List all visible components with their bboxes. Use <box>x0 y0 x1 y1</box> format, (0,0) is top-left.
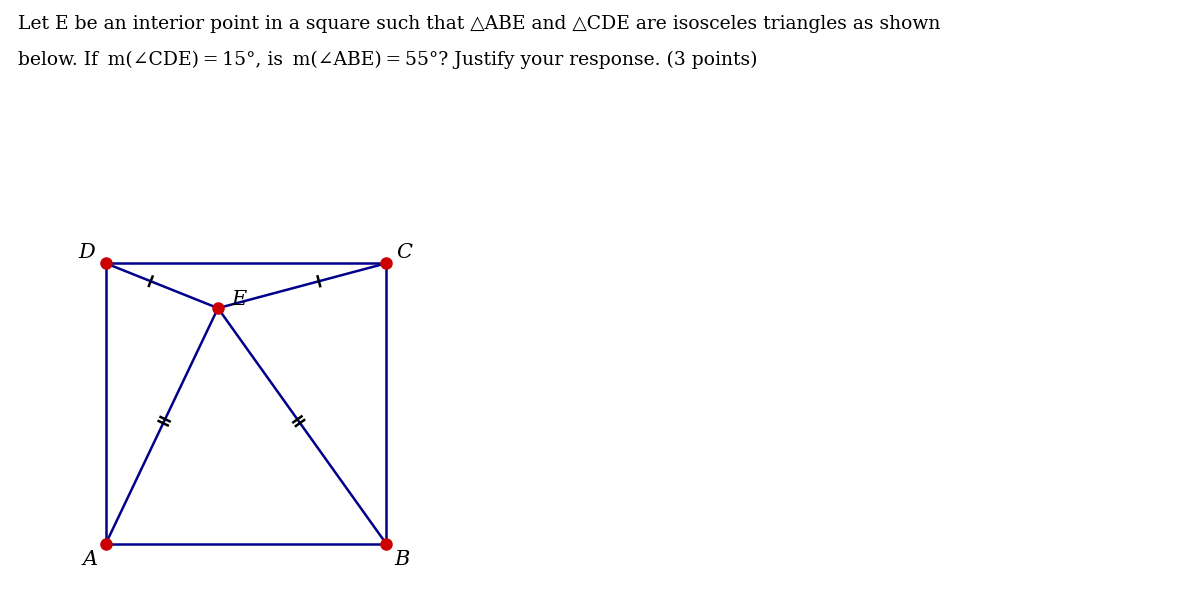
Text: below. If  m(∠CDE) = 15°, is  m(∠ABE) = 55°? Justify your response. (3 points): below. If m(∠CDE) = 15°, is m(∠ABE) = 55… <box>18 51 757 69</box>
Text: C: C <box>396 243 413 261</box>
Text: E: E <box>232 290 247 309</box>
Text: D: D <box>78 243 95 261</box>
Text: Let E be an interior point in a square such that △ABE and △CDE are isosceles tri: Let E be an interior point in a square s… <box>18 15 941 33</box>
Text: B: B <box>394 550 409 569</box>
Text: A: A <box>83 550 98 569</box>
